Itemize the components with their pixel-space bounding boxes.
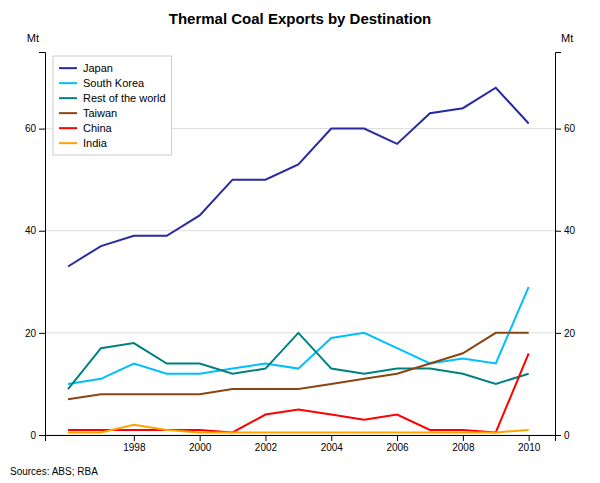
tick: 20 bbox=[25, 328, 45, 339]
axis-line bbox=[39, 53, 46, 436]
tick: 0 bbox=[30, 430, 45, 441]
tick-label: 40 bbox=[564, 225, 576, 236]
legend-label: Japan bbox=[83, 62, 113, 74]
tick-mark bbox=[555, 231, 561, 232]
legend-label: India bbox=[83, 137, 108, 149]
y-axis-label: Mt bbox=[27, 32, 39, 44]
series-line bbox=[68, 333, 529, 399]
tick-mark bbox=[39, 231, 45, 232]
tick-mark bbox=[134, 435, 135, 441]
tick: 1998 bbox=[123, 435, 146, 453]
tick-label: 2002 bbox=[255, 442, 278, 453]
tick: 60 bbox=[555, 123, 576, 134]
tick-mark bbox=[39, 129, 45, 130]
tick: 2002 bbox=[255, 435, 278, 453]
tick: 20 bbox=[555, 328, 576, 339]
legend-box bbox=[53, 56, 172, 155]
tick-mark bbox=[200, 435, 201, 441]
tick-label: 20 bbox=[25, 328, 37, 339]
tick: 2006 bbox=[386, 435, 409, 453]
tick-label: 2008 bbox=[452, 442, 475, 453]
series-line bbox=[68, 353, 529, 432]
legend-swatch bbox=[59, 82, 77, 84]
tick-mark bbox=[265, 435, 266, 441]
grid bbox=[45, 129, 555, 435]
tick: 0 bbox=[555, 430, 570, 441]
tick-mark bbox=[555, 129, 561, 130]
legend-item: India bbox=[59, 137, 108, 149]
legend-item: Japan bbox=[59, 62, 113, 74]
tick-label: 0 bbox=[564, 430, 570, 441]
y2-axis: 0 20 40 60 bbox=[555, 53, 576, 441]
tick-mark bbox=[529, 435, 530, 441]
y-axis: 0 20 40 60 bbox=[25, 53, 46, 441]
legend-label: Taiwan bbox=[83, 107, 117, 119]
tick-label: 1998 bbox=[123, 442, 146, 453]
tick: 40 bbox=[25, 225, 45, 236]
legend-label: South Korea bbox=[83, 77, 145, 89]
tick-label: 40 bbox=[25, 225, 37, 236]
tick: 2008 bbox=[452, 435, 475, 453]
tick-label: 0 bbox=[30, 430, 36, 441]
tick-mark bbox=[39, 435, 45, 436]
tick-label: 20 bbox=[564, 328, 576, 339]
legend-item: China bbox=[59, 122, 113, 134]
tick-label: 2006 bbox=[386, 442, 409, 453]
tick-label: 2000 bbox=[189, 442, 212, 453]
series-line bbox=[68, 287, 529, 384]
axis-line bbox=[556, 53, 562, 436]
legend-item: Rest of the world bbox=[59, 92, 166, 104]
tick: 60 bbox=[25, 123, 45, 134]
legend-label: Rest of the world bbox=[83, 92, 166, 104]
tick-label: 2004 bbox=[321, 442, 344, 453]
x-axis: 1998 2000 2002 2004 2006 2008 2010 bbox=[46, 435, 556, 453]
series-line bbox=[68, 425, 529, 433]
series-line bbox=[68, 333, 529, 389]
legend-item: Taiwan bbox=[59, 107, 117, 119]
legend-swatch bbox=[59, 112, 77, 114]
legend-swatch bbox=[59, 97, 77, 99]
grid-line bbox=[45, 230, 555, 231]
legend-swatch bbox=[59, 127, 77, 129]
tick: 40 bbox=[555, 225, 576, 236]
legend-label: China bbox=[83, 122, 113, 134]
tick-mark bbox=[39, 333, 45, 334]
y2-axis-label: Mt bbox=[561, 32, 573, 44]
tick-mark bbox=[397, 435, 398, 441]
legend-swatch bbox=[59, 67, 77, 69]
axis-line bbox=[46, 436, 556, 442]
tick: 2010 bbox=[518, 435, 541, 453]
tick-mark bbox=[331, 435, 332, 441]
tick: 2004 bbox=[321, 435, 344, 453]
title: Thermal Coal Exports by Destination bbox=[169, 10, 432, 27]
tick: 2000 bbox=[189, 435, 212, 453]
legend-item: South Korea bbox=[59, 77, 145, 89]
chart: 1998 2000 2002 2004 2006 2008 2010 0 20 40 60 0 20 40… bbox=[0, 0, 600, 483]
source: Sources: ABS; RBA bbox=[10, 466, 98, 477]
legend: Japan South Korea Rest of the world Taiwan C… bbox=[53, 56, 172, 155]
tick-mark bbox=[555, 333, 561, 334]
tick-mark bbox=[463, 435, 464, 441]
tick-mark bbox=[555, 435, 561, 436]
legend-swatch bbox=[59, 142, 77, 144]
tick-label: 60 bbox=[25, 123, 37, 134]
tick-label: 2010 bbox=[518, 442, 541, 453]
tick-label: 60 bbox=[564, 123, 576, 134]
